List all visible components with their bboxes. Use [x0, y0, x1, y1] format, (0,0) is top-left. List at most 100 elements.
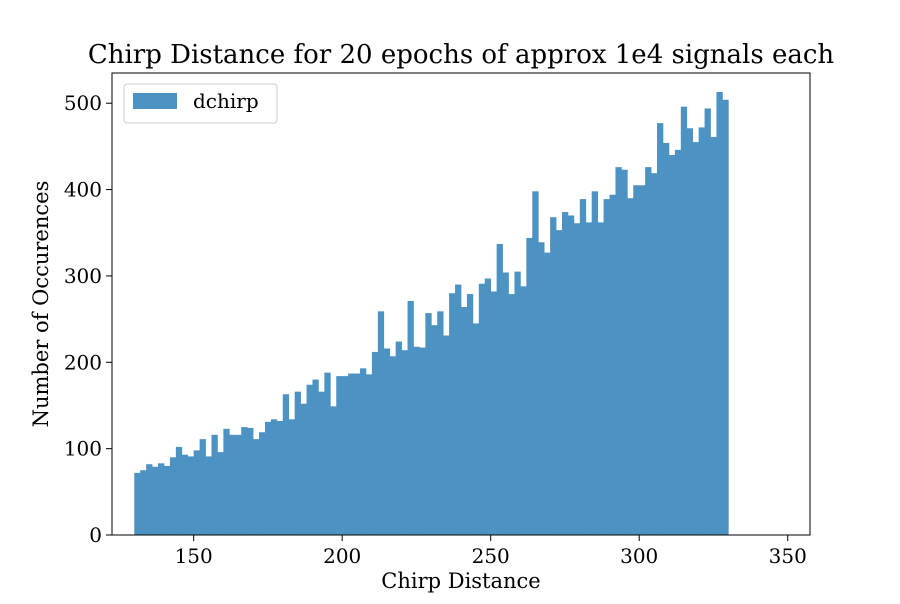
histogram-bar: [413, 346, 420, 535]
histogram-bar: [449, 293, 456, 535]
histogram-bar: [680, 106, 688, 536]
histogram-bar: [211, 434, 218, 535]
histogram-bar: [502, 272, 509, 535]
histogram-bar: [443, 335, 450, 535]
histogram-bar: [561, 212, 569, 535]
histogram-bar: [550, 217, 557, 535]
histogram-bar: [395, 341, 402, 535]
histogram-bar: [651, 173, 658, 536]
histogram-bar: [401, 350, 408, 535]
histogram-bar: [181, 454, 189, 535]
histogram-bar: [169, 457, 177, 535]
histogram-bar: [383, 348, 391, 535]
histogram-bar: [342, 376, 349, 535]
y-tick-label: 200: [64, 350, 102, 374]
histogram-bar: [360, 368, 367, 535]
histogram-bar: [193, 450, 200, 535]
y-tick-label: 0: [89, 523, 102, 547]
x-tick-label: 300: [620, 544, 658, 568]
histogram-bar: [716, 92, 723, 535]
histogram-bar: [205, 456, 212, 535]
histogram-bar: [241, 427, 248, 535]
histogram-bar: [567, 215, 575, 536]
histogram-bar: [229, 434, 236, 535]
histogram-bar: [597, 222, 604, 535]
histogram-bar: [698, 127, 705, 536]
histogram-bar: [538, 242, 545, 535]
y-tick-label: 500: [64, 91, 102, 115]
histogram-bar: [300, 403, 307, 535]
histogram-bar: [217, 452, 224, 535]
histogram-bar: [520, 286, 527, 535]
histogram-bar: [585, 222, 593, 535]
histogram-bar: [282, 394, 290, 535]
histogram-bar: [657, 123, 664, 535]
y-axis-label: Number of Occurences: [29, 181, 53, 428]
histogram-bar: [668, 155, 676, 536]
histogram-bar: [455, 284, 462, 535]
x-tick-label: 200: [323, 544, 361, 568]
histogram-bar: [419, 347, 426, 535]
histogram-bar: [294, 391, 301, 535]
histogram-bar: [134, 472, 141, 535]
histogram-bar: [466, 294, 474, 535]
histogram-bar: [692, 142, 699, 535]
legend-swatch: [133, 93, 177, 109]
histogram-bar: [330, 406, 337, 535]
histogram-bar: [573, 223, 581, 535]
histogram-bar: [264, 421, 272, 535]
legend-label: dchirp: [193, 89, 259, 113]
histogram-bar: [674, 149, 682, 536]
histogram-bar: [662, 142, 670, 535]
histogram-bar: [704, 108, 711, 535]
histogram-bar: [591, 191, 598, 535]
histogram-bar: [425, 313, 432, 535]
histogram-bar: [639, 185, 646, 535]
histogram-bar: [556, 230, 563, 536]
histogram-bar: [318, 391, 325, 535]
ticks-group: 150 200 250 300 350 0 100 200 300 400 500: [64, 91, 807, 568]
y-tick-label: 300: [64, 264, 102, 288]
histogram-bar: [526, 237, 533, 535]
plot-area-frame: [111, 72, 811, 536]
histogram-bar: [199, 439, 206, 535]
histogram-bar: [140, 470, 147, 535]
histogram-bar: [312, 379, 319, 535]
histogram-bar: [645, 167, 652, 535]
histogram-bar: [324, 372, 331, 535]
histogram-bar: [627, 198, 634, 535]
histogram-bar: [163, 465, 171, 535]
histogram-bar: [348, 373, 355, 535]
histogram-bar: [496, 243, 503, 536]
histogram-bar: [508, 294, 515, 535]
histogram-bar: [686, 128, 694, 535]
histogram-bar: [253, 439, 260, 535]
histogram-bar: [532, 191, 539, 535]
histogram-bar: [407, 300, 414, 535]
histogram-bar: [431, 325, 438, 535]
histogram-bar: [484, 278, 492, 535]
histogram-bar: [158, 463, 165, 535]
histogram-bar: [175, 446, 183, 535]
histogram-bar: [603, 199, 610, 535]
histogram-bar: [621, 169, 628, 535]
histogram-bar: [336, 376, 343, 535]
x-axis-label: Chirp Distance: [381, 569, 540, 593]
histogram-bar: [461, 307, 468, 535]
histogram-bar: [259, 432, 266, 535]
histogram-bar: [544, 252, 551, 535]
histogram-bar: [609, 194, 616, 535]
histogram-bar: [710, 136, 717, 535]
histogram-bar: [490, 291, 497, 535]
histogram-bar: [615, 167, 622, 535]
legend: dchirp: [123, 83, 278, 124]
x-tick-label: 350: [769, 544, 807, 568]
histogram-bar: [371, 351, 379, 535]
chart-title: Chirp Distance for 20 epochs of approx 1…: [88, 40, 835, 70]
histogram-bar: [633, 185, 640, 535]
y-tick-label: 400: [64, 178, 102, 202]
histogram-bar: [247, 427, 254, 535]
histogram-bar: [187, 456, 195, 535]
